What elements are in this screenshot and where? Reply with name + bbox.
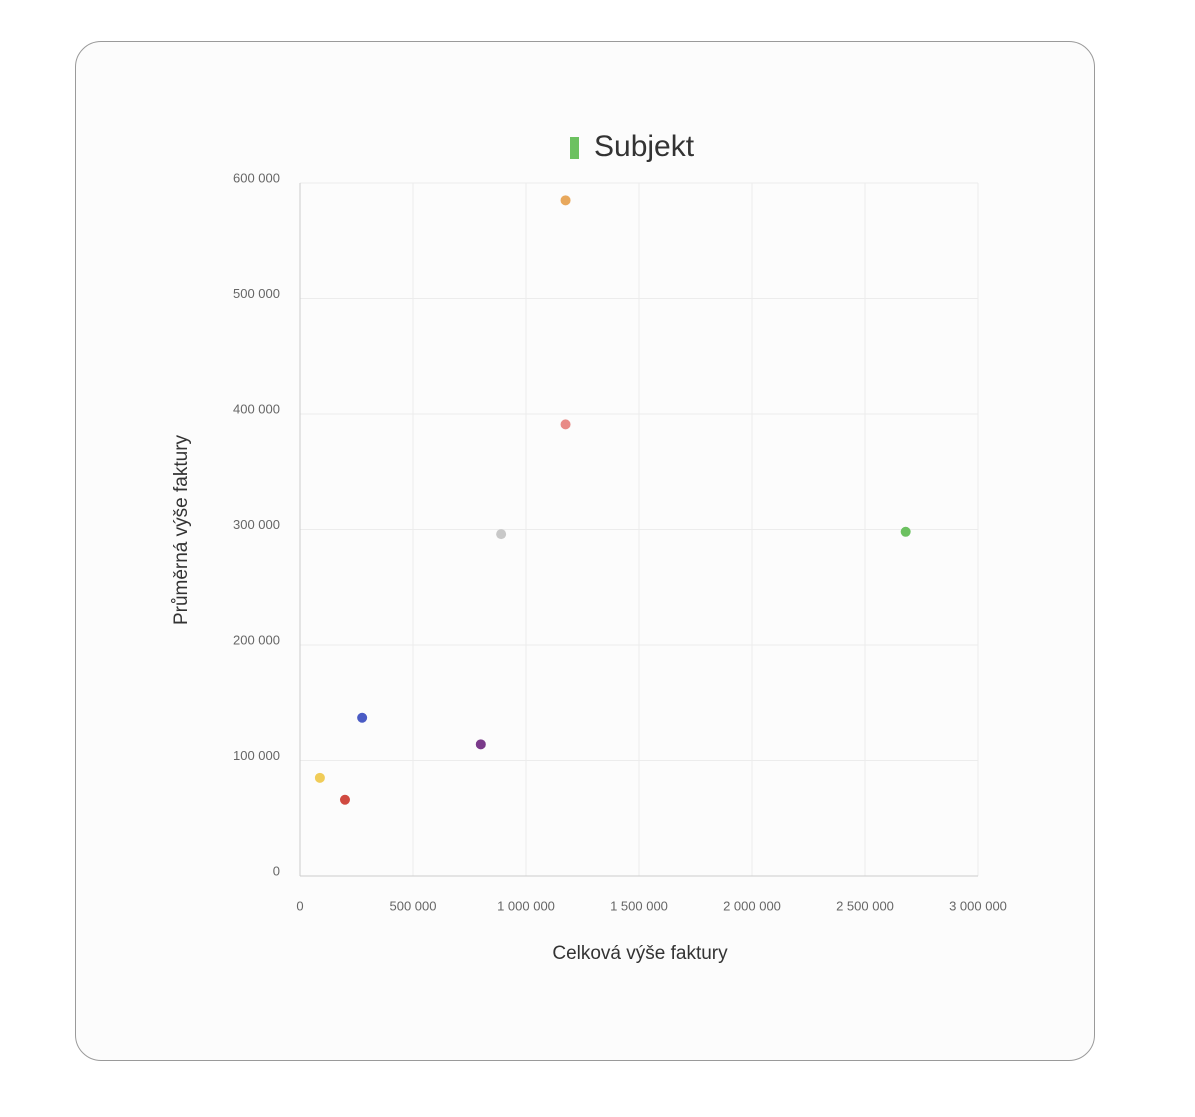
y-tick-label: 500 000 [233, 286, 280, 301]
chart-card [75, 41, 1095, 1061]
y-tick-label: 600 000 [233, 170, 280, 185]
x-tick-label: 0 [296, 898, 303, 913]
x-axis-title: Celková výše faktury [552, 943, 728, 964]
x-tick-label: 1 500 000 [610, 898, 668, 913]
y-axis-title: Průměrná výše faktury [171, 434, 192, 625]
point [475, 739, 486, 750]
x-tick-label: 2 000 000 [723, 898, 781, 913]
x-tick-label: 3 000 000 [949, 898, 1007, 913]
x-tick-label: 500 000 [390, 898, 437, 913]
point [900, 526, 911, 537]
point [357, 712, 368, 723]
x-tick-label: 2 500 000 [836, 898, 894, 913]
legend-swatch [570, 137, 579, 159]
point [314, 772, 325, 783]
y-tick-label: 0 [273, 863, 280, 878]
point [339, 794, 350, 805]
y-tick-label: 100 000 [233, 748, 280, 763]
y-tick-label: 400 000 [233, 401, 280, 416]
point [560, 195, 571, 206]
point [560, 419, 571, 430]
legend-label: Subjekt [594, 130, 695, 163]
y-tick-label: 200 000 [233, 632, 280, 647]
point [496, 529, 507, 540]
x-tick-label: 1 000 000 [497, 898, 555, 913]
y-tick-label: 300 000 [233, 517, 280, 532]
